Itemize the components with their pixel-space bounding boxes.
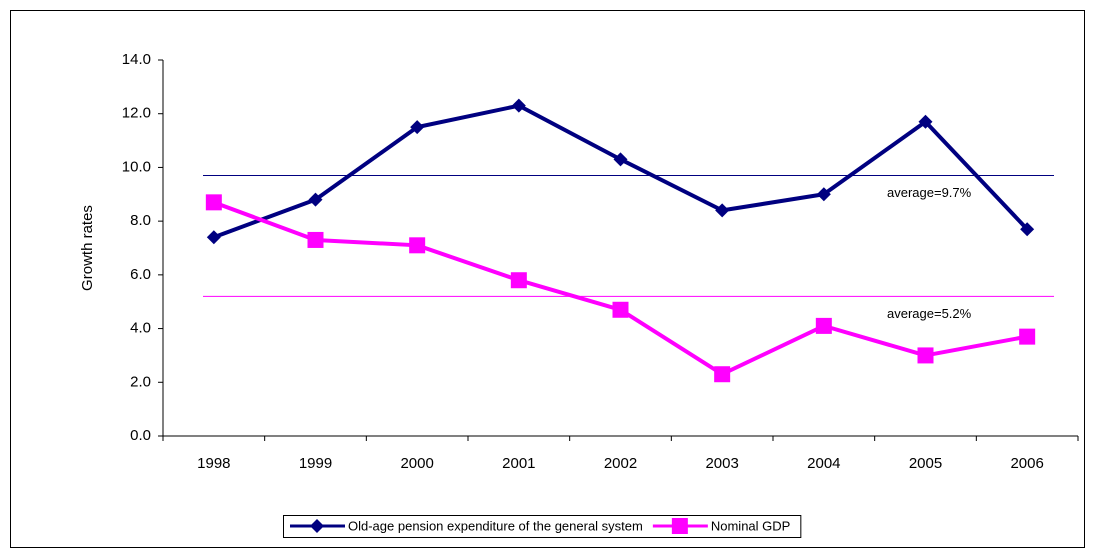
y-tick-label: 6.0: [130, 266, 151, 283]
point: [310, 519, 324, 533]
point: [307, 231, 324, 248]
y-tick-label: 12.0: [122, 105, 151, 122]
point: [815, 317, 832, 334]
chart-border: [10, 10, 1085, 548]
point: [511, 98, 526, 113]
x-tick-label: 2001: [502, 455, 535, 472]
legend-label: Old-age pension expenditure of the gener…: [348, 518, 643, 533]
point: [918, 114, 933, 129]
y-axis-label: Growth rates: [79, 205, 96, 291]
point: [1020, 222, 1035, 237]
y-tick-label: 2.0: [130, 373, 151, 390]
y-tick-label: 4.0: [130, 320, 151, 337]
legend-label: Nominal GDP: [711, 518, 790, 533]
average-label: average=9.7%: [887, 185, 972, 200]
x-tick-label: 2000: [400, 455, 433, 472]
point: [714, 366, 731, 383]
point: [715, 203, 730, 218]
x-tick-label: 2004: [807, 455, 840, 472]
x-tick-label: 1999: [299, 455, 332, 472]
y-tick-label: 8.0: [130, 212, 151, 229]
y-tick-label: 10.0: [122, 158, 151, 175]
point: [671, 518, 688, 534]
x-tick-label: 1998: [197, 455, 230, 472]
point: [1019, 328, 1036, 345]
y-tick-label: 0.0: [130, 427, 151, 444]
legend-box: [283, 515, 802, 538]
average-label: average=5.2%: [887, 306, 972, 321]
point: [816, 187, 831, 202]
point: [613, 152, 628, 167]
point: [308, 192, 323, 207]
point: [206, 230, 221, 245]
x-tick-label: 2002: [604, 455, 637, 472]
point: [917, 347, 934, 364]
point: [510, 272, 527, 289]
x-tick-label: 2006: [1010, 455, 1043, 472]
point: [409, 237, 426, 254]
point: [205, 194, 222, 211]
point: [612, 301, 629, 318]
x-tick-label: 2003: [705, 455, 738, 472]
point: [410, 120, 425, 135]
x-tick-label: 2005: [909, 455, 942, 472]
y-tick-label: 14.0: [122, 51, 151, 68]
